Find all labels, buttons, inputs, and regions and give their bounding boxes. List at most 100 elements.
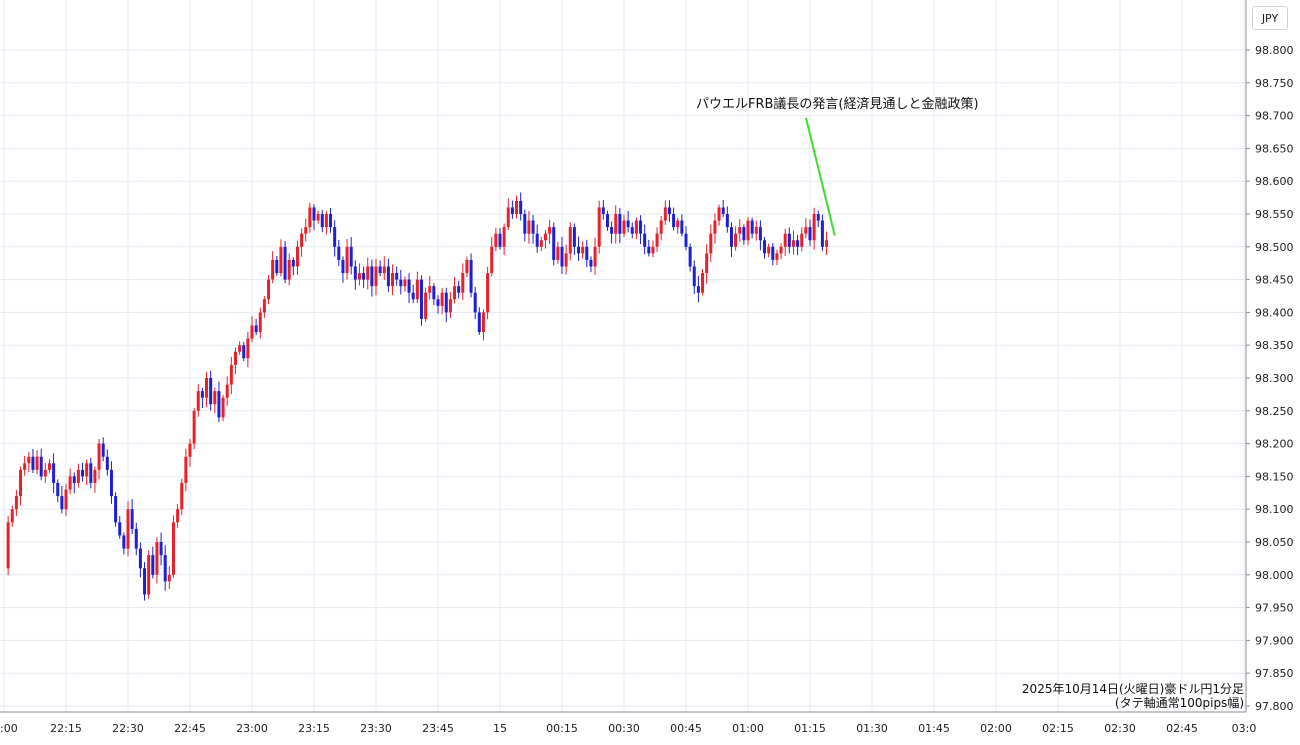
candle-body <box>10 509 14 523</box>
candle-body <box>651 246 655 254</box>
candle <box>424 287 428 322</box>
candle-body <box>647 246 651 254</box>
candle <box>763 236 767 259</box>
candle-body <box>246 338 250 359</box>
candle <box>345 238 349 280</box>
candle-body <box>196 391 200 411</box>
candle-body <box>473 292 477 313</box>
candle-body <box>89 463 93 483</box>
candle <box>709 224 713 262</box>
candle <box>655 227 659 252</box>
candle <box>593 237 597 275</box>
candle <box>159 532 163 566</box>
candles <box>6 192 829 601</box>
candle-body <box>515 200 519 214</box>
candle <box>560 236 564 274</box>
candle <box>767 243 771 258</box>
x-tick-label: 01:45 <box>918 722 950 735</box>
candle-body <box>568 227 572 254</box>
candle <box>138 542 142 578</box>
candle <box>825 231 829 255</box>
x-tick-label: 01:15 <box>794 722 826 735</box>
candle-body <box>746 220 750 241</box>
candle <box>535 224 539 253</box>
candle <box>597 200 601 254</box>
candle <box>213 387 217 414</box>
candle-body <box>349 246 353 267</box>
candle-body <box>581 246 585 254</box>
candle-body <box>374 266 378 287</box>
candle-body <box>527 220 531 234</box>
candle <box>68 468 72 495</box>
candle <box>705 244 709 284</box>
candle <box>386 258 390 292</box>
candle-body <box>519 200 523 214</box>
candle-body <box>676 220 680 228</box>
candle-body <box>93 469 97 483</box>
x-tick-label: 02:00 <box>980 722 1012 735</box>
candle <box>295 240 299 275</box>
candle-body <box>486 273 490 313</box>
candle-body <box>779 246 783 254</box>
candle <box>729 222 733 257</box>
candle-body <box>147 555 151 595</box>
candle-body <box>27 456 31 464</box>
candle <box>742 224 746 245</box>
candle <box>196 383 200 417</box>
candle <box>601 200 605 220</box>
candle-body <box>415 279 419 300</box>
candle <box>258 307 262 339</box>
candle-body <box>775 253 779 260</box>
y-tick-label: 98.500 <box>1255 241 1294 254</box>
candle <box>353 260 357 290</box>
candle <box>465 256 469 277</box>
candle <box>171 515 175 578</box>
candle-body <box>481 312 485 333</box>
y-tick-label: 98.600 <box>1255 175 1294 188</box>
candle-body <box>283 246 287 280</box>
candle-body <box>564 253 568 267</box>
candle-body <box>461 273 465 293</box>
candle <box>188 438 192 467</box>
candle-body <box>267 279 271 300</box>
candle <box>461 263 465 300</box>
candle <box>316 210 320 224</box>
candle-body <box>510 207 514 214</box>
candle <box>85 459 89 486</box>
candle <box>291 257 295 276</box>
candle <box>494 227 498 252</box>
candle <box>312 204 316 231</box>
candle-body <box>750 220 754 234</box>
candle-body <box>333 227 337 247</box>
candle-body <box>626 220 630 228</box>
x-tick-label: 23:45 <box>422 722 454 735</box>
candle-body <box>614 214 618 234</box>
candle <box>639 215 643 244</box>
candle <box>552 222 556 266</box>
candle <box>254 319 258 336</box>
candle-body <box>506 207 510 228</box>
candle-body <box>6 522 10 569</box>
candle-body <box>366 266 370 280</box>
candle-body <box>601 207 605 214</box>
candle <box>415 271 419 304</box>
candle <box>605 210 609 231</box>
candle-body <box>738 227 742 234</box>
candle <box>151 546 155 579</box>
candle-body <box>820 220 824 247</box>
candle <box>382 256 386 281</box>
x-tick-label: 01:00 <box>732 722 764 735</box>
candle <box>60 485 64 514</box>
candle <box>800 227 804 252</box>
candle-body <box>122 535 126 549</box>
candle <box>395 266 399 286</box>
candle-body <box>734 233 738 247</box>
x-tick-label: 22:45 <box>174 722 206 735</box>
candle <box>97 439 101 480</box>
candle <box>31 448 35 474</box>
candle-body <box>498 233 502 247</box>
candle-body <box>295 246 299 267</box>
candle-body <box>663 207 667 221</box>
candle-body <box>560 246 564 267</box>
